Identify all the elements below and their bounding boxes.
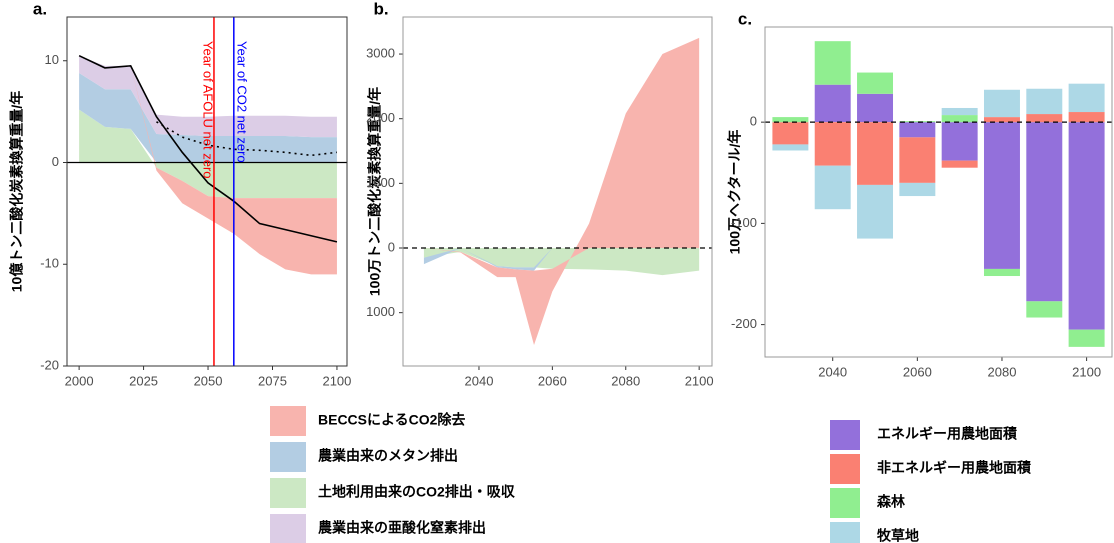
bar xyxy=(857,184,894,239)
x-tick-label: 2040 xyxy=(465,373,494,388)
legend-swatch xyxy=(270,514,306,543)
y-axis-label: 100万ヘクタール/年 xyxy=(727,130,743,255)
legend-label: BECCSによるCO2除去 xyxy=(318,412,465,428)
plot-frame xyxy=(66,16,348,367)
y-tick-label: 10 xyxy=(45,52,59,67)
y-tick-label: 1000 xyxy=(366,304,395,319)
bar xyxy=(941,115,978,123)
y-tick-label: -20 xyxy=(40,357,59,372)
legend-label: 非エネルギー用農地面積 xyxy=(877,460,1032,476)
bar xyxy=(983,122,1020,269)
bar xyxy=(899,122,936,138)
x-tick-label: 2050 xyxy=(194,373,223,388)
bar xyxy=(857,93,894,123)
y-tick-label: 0 xyxy=(388,239,395,254)
bar xyxy=(814,122,851,166)
bar xyxy=(814,165,851,210)
y-tick-label: 0 xyxy=(750,114,757,129)
x-tick-label: 2040 xyxy=(818,364,847,379)
bar xyxy=(1068,122,1105,330)
area xyxy=(79,55,337,275)
bar xyxy=(772,122,809,145)
x-tick-label: 2080 xyxy=(988,364,1017,379)
legend-label: エネルギー用農地面積 xyxy=(877,426,1018,442)
y-tick-label: 0 xyxy=(52,154,59,169)
bar xyxy=(1026,122,1063,302)
legend-swatch xyxy=(830,420,860,450)
bar xyxy=(899,137,936,183)
area xyxy=(79,55,337,138)
x-tick-label: 2100 xyxy=(1072,364,1101,379)
area xyxy=(79,72,337,163)
bar xyxy=(941,107,978,116)
area xyxy=(423,37,700,345)
plot-frame xyxy=(764,26,1113,358)
legend-swatch xyxy=(270,442,306,472)
x-tick-label: 2060 xyxy=(903,364,932,379)
vline-label: Year of AFOLU net zero xyxy=(201,41,216,179)
bar xyxy=(857,122,894,185)
bar xyxy=(814,41,851,85)
y-tick-label: 1000 xyxy=(366,175,395,190)
line xyxy=(156,121,338,157)
area xyxy=(423,248,700,276)
bar xyxy=(899,121,936,123)
x-tick-label: 2100 xyxy=(322,373,351,388)
legend-swatch xyxy=(830,522,860,543)
legend-label: 森林 xyxy=(877,494,905,510)
legend-label: 農業由来のメタン排出 xyxy=(318,448,458,464)
legend-label: 土地利用由来のCO2排出・吸収 xyxy=(318,484,516,500)
x-tick-label: 2075 xyxy=(258,373,287,388)
bar xyxy=(941,160,978,168)
x-tick-label: 2025 xyxy=(129,373,158,388)
vline-label: Year of CO2 net zero xyxy=(234,41,249,163)
y-axis-label: 100万トン二酸化炭素換算重量/年 xyxy=(367,87,383,296)
y-axis-label: 10億トン二酸化炭素換算重量/年 xyxy=(9,91,25,292)
x-tick-label: 2000 xyxy=(65,373,94,388)
bar xyxy=(941,122,978,161)
bar xyxy=(983,89,1020,118)
y-tick-label: -10 xyxy=(40,256,59,271)
bar xyxy=(983,117,1020,123)
panel-label: a. xyxy=(33,0,47,18)
legend-swatch xyxy=(830,488,860,518)
bar xyxy=(1026,114,1063,123)
panel-label: c. xyxy=(738,9,752,28)
y-tick-label: 3000 xyxy=(366,45,395,60)
legend-label: 農業由来の亜酸化窒素排出 xyxy=(318,520,486,536)
area xyxy=(79,109,337,199)
x-tick-label: 2080 xyxy=(611,373,640,388)
x-tick-label: 2060 xyxy=(538,373,567,388)
bar xyxy=(983,268,1020,277)
legend-swatch xyxy=(830,454,860,484)
y-tick-label: -100 xyxy=(731,215,757,230)
x-tick-label: 2100 xyxy=(685,373,714,388)
bar xyxy=(772,117,809,123)
bar xyxy=(1068,329,1105,347)
plot-frame xyxy=(402,16,713,367)
y-tick-label: -200 xyxy=(731,316,757,331)
legend-swatch xyxy=(270,478,306,508)
bar xyxy=(772,144,809,151)
bar xyxy=(1068,83,1105,113)
y-tick-label: 2000 xyxy=(366,110,395,125)
legend-label: 牧草地 xyxy=(877,528,919,543)
bar xyxy=(1026,88,1063,115)
bar xyxy=(814,84,851,123)
line xyxy=(78,54,338,243)
bar xyxy=(1026,301,1063,318)
bar xyxy=(857,72,894,94)
bar xyxy=(1068,112,1105,123)
legend-swatch xyxy=(270,406,306,436)
bar xyxy=(899,182,936,197)
panel-label: b. xyxy=(373,0,388,18)
